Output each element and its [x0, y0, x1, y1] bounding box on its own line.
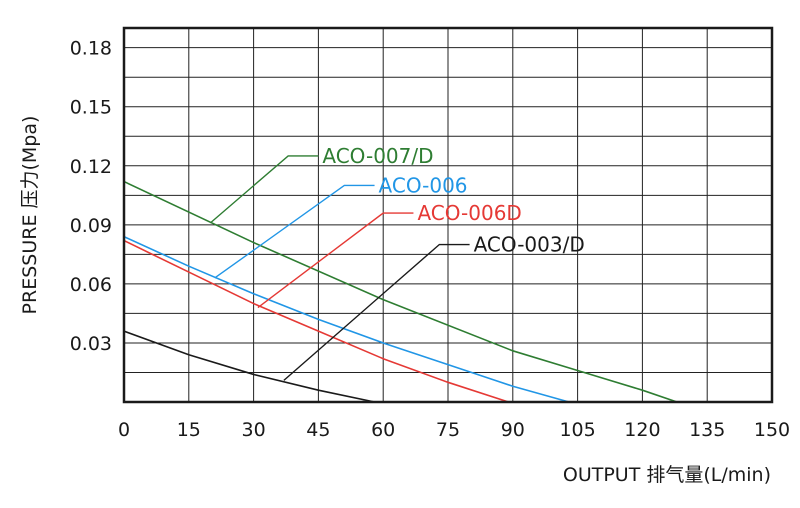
leader-line-aco-003-d: [283, 243, 470, 381]
x-tick-label: 75: [436, 419, 460, 441]
x-tick-label: 150: [754, 419, 790, 441]
y-tick-label: 0.12: [70, 156, 112, 178]
x-tick-label: 60: [371, 419, 395, 441]
x-axis-title: OUTPUT 排气量(L/min): [563, 464, 771, 486]
series-label-aco-007-d: ACO-007/D: [322, 144, 433, 168]
legend-leader-lines: [209, 155, 470, 381]
grid: [124, 28, 772, 402]
x-tick-label: 135: [689, 419, 725, 441]
leader-line-aco-006: [214, 184, 375, 279]
y-tick-labels: 0.03 0.06 0.09 0.12 0.15 0.18: [70, 38, 112, 355]
series-line-aco-007-d: [123, 180, 678, 403]
x-tick-label: 45: [306, 419, 330, 441]
x-tick-label: 105: [559, 419, 595, 441]
x-tick-labels: 0 15 30 45 60 75 90 105 120 135 150: [118, 419, 790, 441]
leader-line-aco-006d: [257, 212, 414, 309]
series-line-aco-006d: [123, 239, 509, 403]
x-tick-label: 120: [624, 419, 660, 441]
series-line-aco-003-d: [123, 330, 375, 403]
x-tick-label: 0: [118, 419, 130, 441]
y-tick-label: 0.18: [70, 38, 112, 60]
y-tick-label: 0.03: [70, 333, 112, 355]
leader-line-aco-007-d: [209, 155, 319, 224]
plot-frame: [122, 26, 774, 404]
series-label-aco-006d: ACO-006D: [417, 201, 521, 225]
x-tick-label: 30: [242, 419, 266, 441]
y-axis-title: PRESSURE 压力(Mpa): [19, 116, 41, 315]
series-label-aco-006: ACO-006: [379, 173, 468, 197]
series-labels: ACO-007/D ACO-006 ACO-006D ACO-003/D: [322, 144, 584, 257]
y-tick-label: 0.15: [70, 97, 112, 119]
series-line-aco-006: [123, 235, 570, 403]
x-tick-label: 90: [501, 419, 525, 441]
series-label-aco-003-d: ACO-003/D: [474, 233, 585, 257]
x-tick-label: 15: [177, 419, 201, 441]
y-tick-label: 0.09: [70, 215, 112, 237]
y-tick-label: 0.06: [70, 274, 112, 296]
series-lines: [123, 180, 678, 403]
